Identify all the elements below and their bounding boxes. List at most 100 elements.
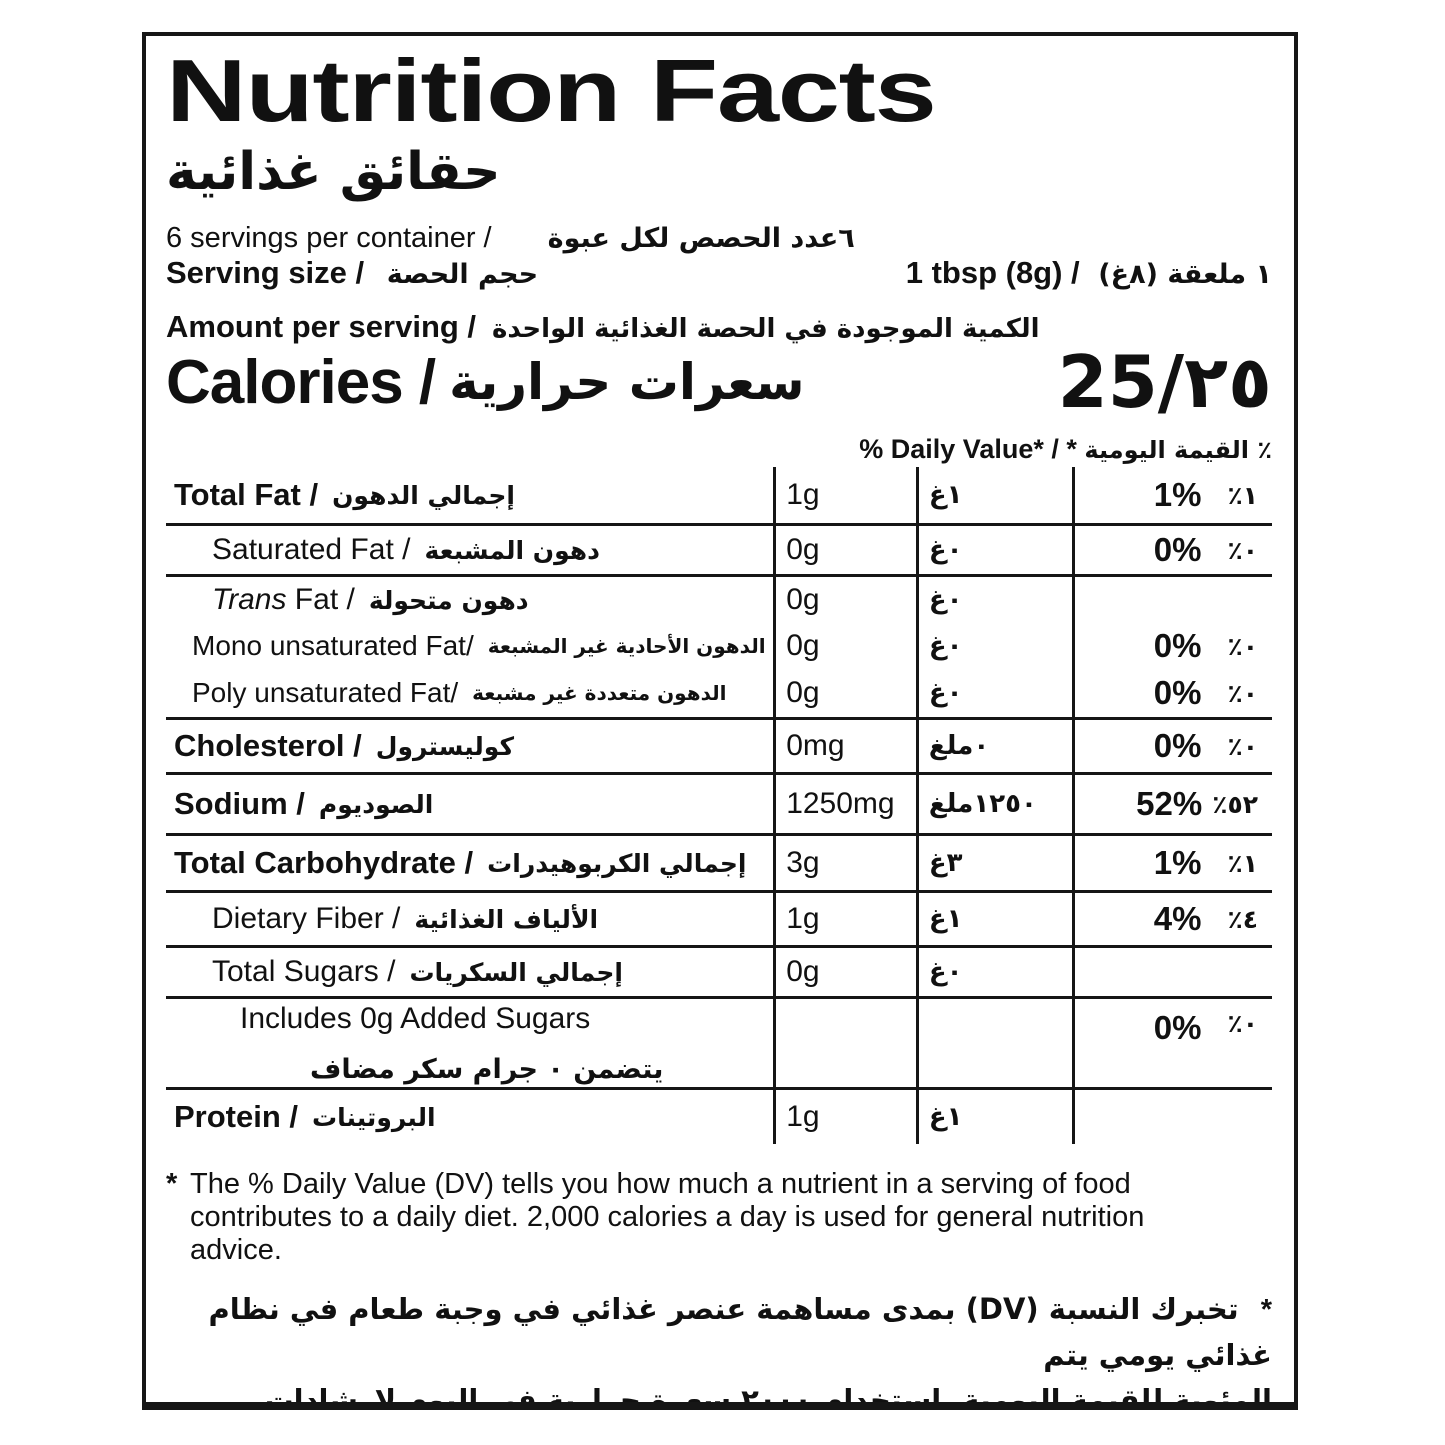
nutrient-name: Saturated Fat /: [212, 533, 411, 566]
amount-per-serving-english: Amount per serving /: [166, 309, 477, 344]
row-total-carbohydrate: Total Carbohydrate / إجمالي الكربوهيدرات …: [166, 836, 1272, 893]
nutrient-name: Mono unsaturated Fat/: [192, 630, 474, 661]
row-sodium: Sodium / الصوديوم 1250mg ١٢٥٠ملغ 52% ٥٢٪: [166, 775, 1272, 836]
amount-en: 1250mg: [773, 775, 916, 833]
row-total-sugars: Total Sugars / إجمالي السكريات 0g ٠غ: [166, 948, 1272, 999]
row-mono-unsaturated-fat: Mono unsaturated Fat/الدهون الأحادية غير…: [166, 623, 1272, 669]
daily-value-en: 0%: [1153, 727, 1202, 764]
daily-value-en: 1%: [1153, 476, 1202, 513]
nutrient-name-arabic: الدهون الأحادية غير المشبعة: [487, 634, 766, 658]
daily-value-en: 1%: [1153, 844, 1202, 881]
servings-per-container-line: 6 servings per container / ٦عدد الحصص لك…: [166, 222, 1272, 255]
daily-value-en: 4%: [1153, 900, 1202, 937]
daily-value-ar: ١٪: [1227, 480, 1258, 510]
calories-value: 25/٢٥: [1057, 340, 1274, 424]
amount-ar: ٠غ: [928, 535, 963, 565]
footnote-arabic: *تخبرك النسبة (DV) بمدى مساهمة عنصر غذائ…: [166, 1287, 1272, 1410]
footnote-arabic-asterisk: *: [1260, 1294, 1272, 1326]
daily-value-ar: ٤٪: [1227, 904, 1258, 934]
amount-en: 0g: [773, 669, 916, 717]
serving-size-label-english: Serving size /: [166, 255, 365, 290]
nutrient-name: Sodium /: [174, 786, 305, 821]
daily-value-header: % Daily Value* / * ٪ القيمة اليومية: [166, 431, 1272, 467]
daily-value-header-english: % Daily Value* / *: [859, 434, 1077, 464]
amount-ar: ١٢٥٠ملغ: [928, 789, 1037, 819]
nutrition-facts-label: Nutrition Facts حقائق غذائية 6 servings …: [142, 32, 1298, 1410]
daily-value-en: 0%: [1153, 674, 1202, 711]
amount-ar: ٠غ: [928, 585, 963, 615]
amount-ar: ٣غ: [928, 848, 963, 878]
amount-en: 1g: [773, 467, 916, 523]
nutrient-name: Poly unsaturated Fat/: [192, 677, 459, 708]
nutrient-name: Trans Fat /: [212, 583, 355, 616]
amount-en: 1g: [773, 1090, 916, 1144]
amount-en: 0g: [773, 577, 916, 623]
footnote-english-text: The % Daily Value (DV) tells you how muc…: [190, 1168, 1145, 1266]
amount-per-serving-arabic: الكمية الموجودة في الحصة الغذائية الواحد…: [492, 314, 1040, 344]
serving-size-label-arabic: حجم الحصة: [386, 259, 539, 290]
nutrient-name: Cholesterol /: [174, 728, 362, 763]
footnote-asterisk: *: [166, 1168, 178, 1200]
daily-value-ar: ٠٪: [1227, 678, 1258, 708]
row-added-sugars: Includes 0g Added Sugars يتضمن ٠ جرام سكر…: [166, 999, 1272, 1090]
nutrient-name-arabic: دهون متحولة: [368, 585, 529, 615]
amount-en: 3g: [773, 836, 916, 890]
nutrient-name-arabic: الألياف الغذائية: [414, 904, 599, 934]
row-total-fat: Total Fat / إجمالي الدهون 1g ١غ 1% ١٪: [166, 467, 1272, 526]
calories-label-arabic: سعرات حرارية: [449, 353, 805, 411]
amount-ar: ٠غ: [928, 957, 963, 987]
nutrient-name: Total Carbohydrate /: [174, 845, 474, 880]
row-protein: Protein / البروتينات 1g ١غ: [166, 1090, 1272, 1144]
row-saturated-fat: Saturated Fat / دهون المشبعة 0g ٠غ 0% ٠٪: [166, 526, 1272, 577]
row-poly-unsaturated-fat: Poly unsaturated Fat/الدهون متعددة غير م…: [166, 669, 1272, 720]
serving-size-values: 1 tbsp (8g) / ١ ملعقة (٨غ): [906, 255, 1272, 291]
daily-value-ar: ٥٢٪: [1212, 789, 1258, 819]
nutrient-name-arabic: كوليسترول: [375, 731, 514, 761]
footnote-arabic-line1: تخبرك النسبة (DV) بمدى مساهمة عنصر غذائي…: [208, 1292, 1272, 1372]
serving-size-line: Serving size / حجم الحصة 1 tbsp (8g) / ١…: [166, 255, 1272, 291]
amount-ar: ٠غ: [928, 631, 963, 661]
amount-ar: ٠ملغ: [928, 731, 990, 761]
amount-ar: ١غ: [928, 480, 963, 510]
amount-en: 0g: [773, 948, 916, 996]
daily-value-ar: ٠٪: [1227, 1009, 1258, 1038]
amount-en: 0g: [773, 526, 916, 574]
servings-arabic: ٦عدد الحصص لكل عبوة: [547, 223, 855, 254]
nutrient-name-arabic: يتضمن ٠ جرام سكر مضاف: [310, 1053, 664, 1085]
daily-value-en: 0%: [1153, 1009, 1202, 1046]
nutrient-name-arabic: دهون المشبعة: [424, 535, 600, 565]
amount-en: 1g: [773, 893, 916, 945]
nutrient-name: Total Sugars /: [212, 955, 396, 988]
daily-value-ar: ٠٪: [1227, 631, 1258, 661]
servings-english: 6 servings per container /: [166, 222, 492, 254]
serving-size-value-english: 1 tbsp (8g) /: [905, 255, 1080, 290]
amount-en: 0mg: [773, 720, 916, 772]
nutrient-name-arabic: إجمالي الدهون: [332, 480, 515, 510]
nutrient-name-arabic: إجمالي الكربوهيدرات: [487, 848, 747, 878]
amount-ar: ٠غ: [928, 678, 963, 708]
nutrient-name: Protein /: [174, 1099, 299, 1134]
amount-per-serving-line: Amount per serving / الكمية الموجودة في …: [166, 309, 1272, 345]
nutrient-name: Dietary Fiber /: [212, 902, 401, 935]
nutrient-name-arabic: البروتينات: [312, 1102, 436, 1132]
calories-line: Calories / سعرات حرارية 25/٢٥: [166, 340, 1274, 424]
row-dietary-fiber: Dietary Fiber / الألياف الغذائية 1g ١غ 4%…: [166, 893, 1272, 948]
footnote-arabic-line2: المئوية للقيمة اليومية .استخدام ٢٠٠٠ سعر…: [264, 1383, 1272, 1410]
nutrient-name-arabic: إجمالي السكريات: [409, 957, 623, 987]
nutrient-name-arabic: الدهون متعددة غير مشبعة: [472, 681, 727, 705]
daily-value-en: 52%: [1136, 785, 1203, 822]
daily-value-en: 0%: [1153, 627, 1202, 664]
nutrient-name: Total Fat /: [174, 477, 319, 512]
trans-italic: Trans: [212, 583, 287, 616]
amount-ar: ١غ: [928, 1102, 963, 1132]
daily-value-ar: ١٪: [1227, 848, 1258, 878]
nutrient-name: Includes 0g Added Sugars: [240, 1001, 591, 1035]
row-cholesterol: Cholesterol / كوليسترول 0mg ٠ملغ 0% ٠٪: [166, 720, 1272, 775]
title-english: Nutrition Facts: [166, 41, 937, 140]
row-trans-fat: Trans Fat / دهون متحولة 0g ٠غ: [166, 577, 1272, 623]
amount-en: 0g: [773, 623, 916, 669]
serving-size-value-arabic: ١ ملعقة (٨غ): [1098, 259, 1272, 290]
footnote-english: * The % Daily Value (DV) tells you how m…: [166, 1168, 1272, 1267]
calories-label-english: Calories /: [166, 347, 436, 417]
serving-size-labels: Serving size / حجم الحصة: [166, 255, 538, 291]
